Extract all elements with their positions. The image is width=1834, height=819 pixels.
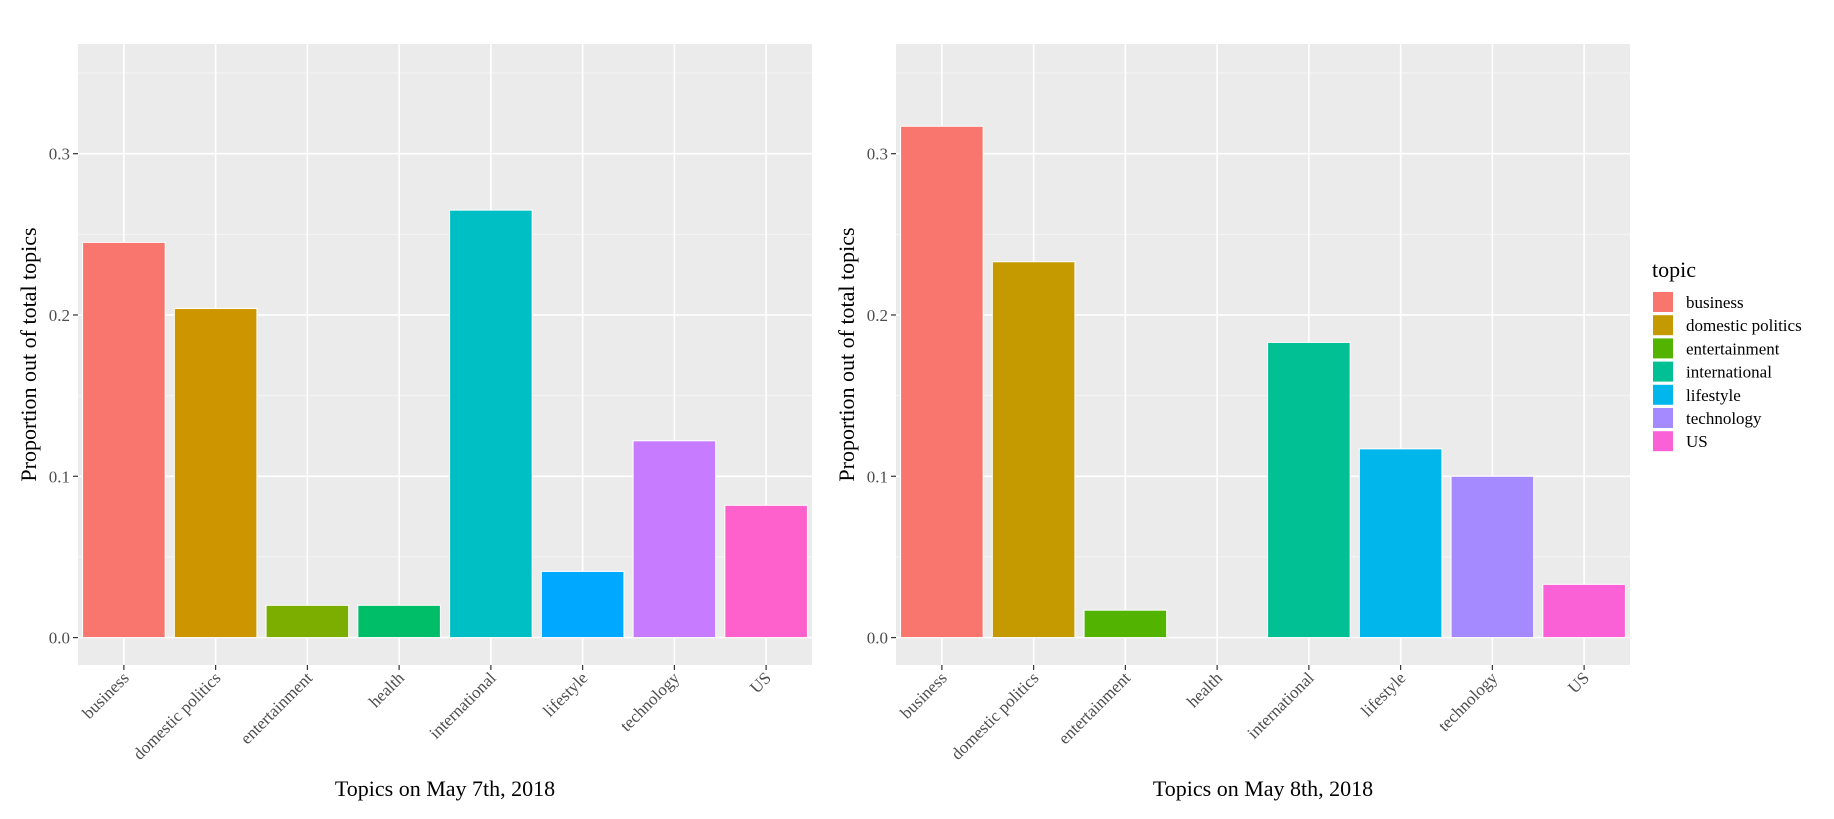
bar-may7-entertainment xyxy=(265,604,350,639)
bar-may7-technology xyxy=(632,440,717,639)
bar-may7-business xyxy=(82,241,166,639)
bar-may8-entertainment xyxy=(1083,609,1168,639)
legend-swatch xyxy=(1653,292,1673,312)
legend-swatch xyxy=(1653,315,1673,336)
legend-swatch xyxy=(1653,408,1673,428)
bar-may8-technology xyxy=(1450,475,1535,639)
legend: topic business domestic politics entertainm… xyxy=(1652,257,1802,452)
x-axis-title: Topics on May 8th, 2018 xyxy=(1153,776,1373,801)
legend-label: business xyxy=(1686,293,1744,312)
x-tick-label: lifestyle xyxy=(539,668,591,720)
legend-title: topic xyxy=(1652,257,1696,282)
x-tick-label: health xyxy=(1183,668,1226,711)
y-tick-label: 0.3 xyxy=(49,145,70,164)
x-tick-label: international xyxy=(1244,668,1318,742)
bar-may8-us xyxy=(1542,583,1626,639)
x-tick-label: domestic politics xyxy=(947,668,1042,763)
legend-label: domestic politics xyxy=(1686,316,1802,335)
x-tick-label: domestic politics xyxy=(129,668,224,763)
y-axis-title: Proportion out of total topics xyxy=(16,227,41,481)
y-tick-label: 0.1 xyxy=(49,467,70,486)
legend-swatch xyxy=(1653,384,1673,405)
legend-label: entertainment xyxy=(1686,339,1780,358)
y-tick-label: 0.2 xyxy=(867,306,888,325)
x-tick-label: lifestyle xyxy=(1357,668,1409,720)
legend-label: lifestyle xyxy=(1686,386,1741,405)
x-tick-label: entertainment xyxy=(1055,668,1135,748)
y-tick-label: 0.2 xyxy=(49,306,70,325)
legend-swatch xyxy=(1653,431,1673,452)
x-tick-label: business xyxy=(79,668,133,722)
x-tick-label: entertainment xyxy=(237,668,317,748)
bar-may7-lifestyle xyxy=(540,570,625,639)
bar-may7-international xyxy=(449,209,533,639)
bar-may7-domestic-politics xyxy=(173,308,258,639)
x-tick-label: technology xyxy=(1434,668,1501,735)
y-tick-label: 0.0 xyxy=(49,629,70,648)
x-tick-label: international xyxy=(426,668,500,742)
y-tick-label: 0.1 xyxy=(867,467,888,486)
legend-swatch xyxy=(1653,338,1673,359)
x-tick-label: technology xyxy=(616,668,683,735)
bar-may8-lifestyle xyxy=(1358,448,1443,639)
x-tick-label: health xyxy=(365,668,408,711)
bar-may8-business xyxy=(900,125,984,639)
y-axis-title: Proportion out of total topics xyxy=(834,227,859,481)
bar-may7-us xyxy=(724,504,808,639)
legend-label: technology xyxy=(1686,409,1762,428)
x-tick-label: US xyxy=(746,668,775,697)
x-tick-label: US xyxy=(1564,668,1593,697)
bar-may7-health xyxy=(357,604,441,639)
y-tick-label: 0.0 xyxy=(867,629,888,648)
legend-label: US xyxy=(1686,432,1708,451)
y-tick-label: 0.3 xyxy=(867,145,888,164)
x-tick-label: business xyxy=(897,668,951,722)
bar-may8-domestic-politics xyxy=(991,261,1076,639)
legend-label: international xyxy=(1686,363,1772,382)
legend-swatch xyxy=(1653,361,1673,382)
bar-may8-international xyxy=(1267,341,1351,639)
x-axis-title: Topics on May 7th, 2018 xyxy=(335,776,555,801)
